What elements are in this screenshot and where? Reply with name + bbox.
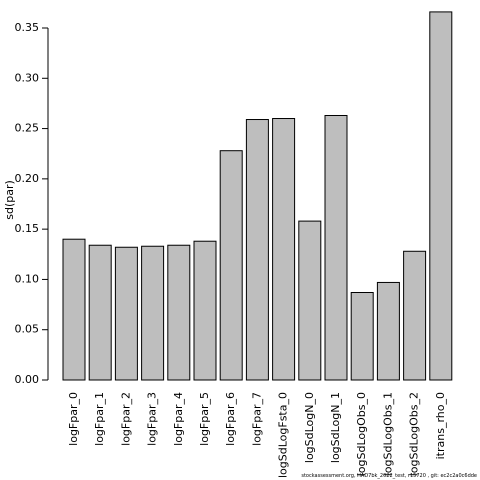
bar <box>88 244 112 381</box>
x-tick-label: logFpar_1 <box>93 392 106 446</box>
bar <box>193 240 217 381</box>
bar <box>219 150 243 381</box>
bar <box>114 246 138 381</box>
y-axis-label: sd(par) <box>3 180 16 220</box>
x-tick-label: logFpar_0 <box>67 392 80 446</box>
x-tick-label: logFpar_2 <box>119 392 132 446</box>
x-tick-label: logFpar_3 <box>146 392 159 446</box>
bar <box>141 245 165 381</box>
y-tick-label: 0.05 <box>15 323 40 336</box>
y-tick-label: 0.30 <box>15 71 40 84</box>
x-tick-label: logFpar_4 <box>172 392 185 446</box>
x-tick-label: logSdLogFsta_0 <box>277 392 290 478</box>
y-tick-label: 0.25 <box>15 122 40 135</box>
x-tick-label: logSdLogObs_0 <box>355 392 368 476</box>
bar <box>272 118 296 381</box>
x-tick-label: logSdLogN_0 <box>303 392 316 463</box>
footer: stockassessment.org, HAD7bk_2022_test, r… <box>301 473 477 479</box>
bar <box>245 119 269 381</box>
bar <box>167 244 191 381</box>
bar <box>62 238 86 381</box>
y-tick-label: 0.00 <box>15 373 40 386</box>
x-tick-label: logSdLogObs_2 <box>408 392 421 476</box>
bar <box>298 220 322 381</box>
x-tick-label: logSdLogObs_1 <box>381 392 394 476</box>
x-tick-label: logSdLogN_1 <box>329 392 342 463</box>
y-tick-label: 0.35 <box>15 21 40 34</box>
bar <box>403 250 427 381</box>
bar <box>429 11 453 381</box>
y-tick-label: 0.20 <box>15 172 40 185</box>
y-tick-label: 0.15 <box>15 222 40 235</box>
x-tick-label: logFpar_5 <box>198 392 211 446</box>
y-tick-label: 0.10 <box>15 272 40 285</box>
bar <box>350 292 374 381</box>
bar <box>376 281 400 381</box>
bar <box>324 114 348 381</box>
x-tick-label: itrans_rho_0 <box>434 392 447 459</box>
x-tick-label: logFpar_7 <box>250 392 263 446</box>
x-tick-label: logFpar_6 <box>224 392 237 446</box>
